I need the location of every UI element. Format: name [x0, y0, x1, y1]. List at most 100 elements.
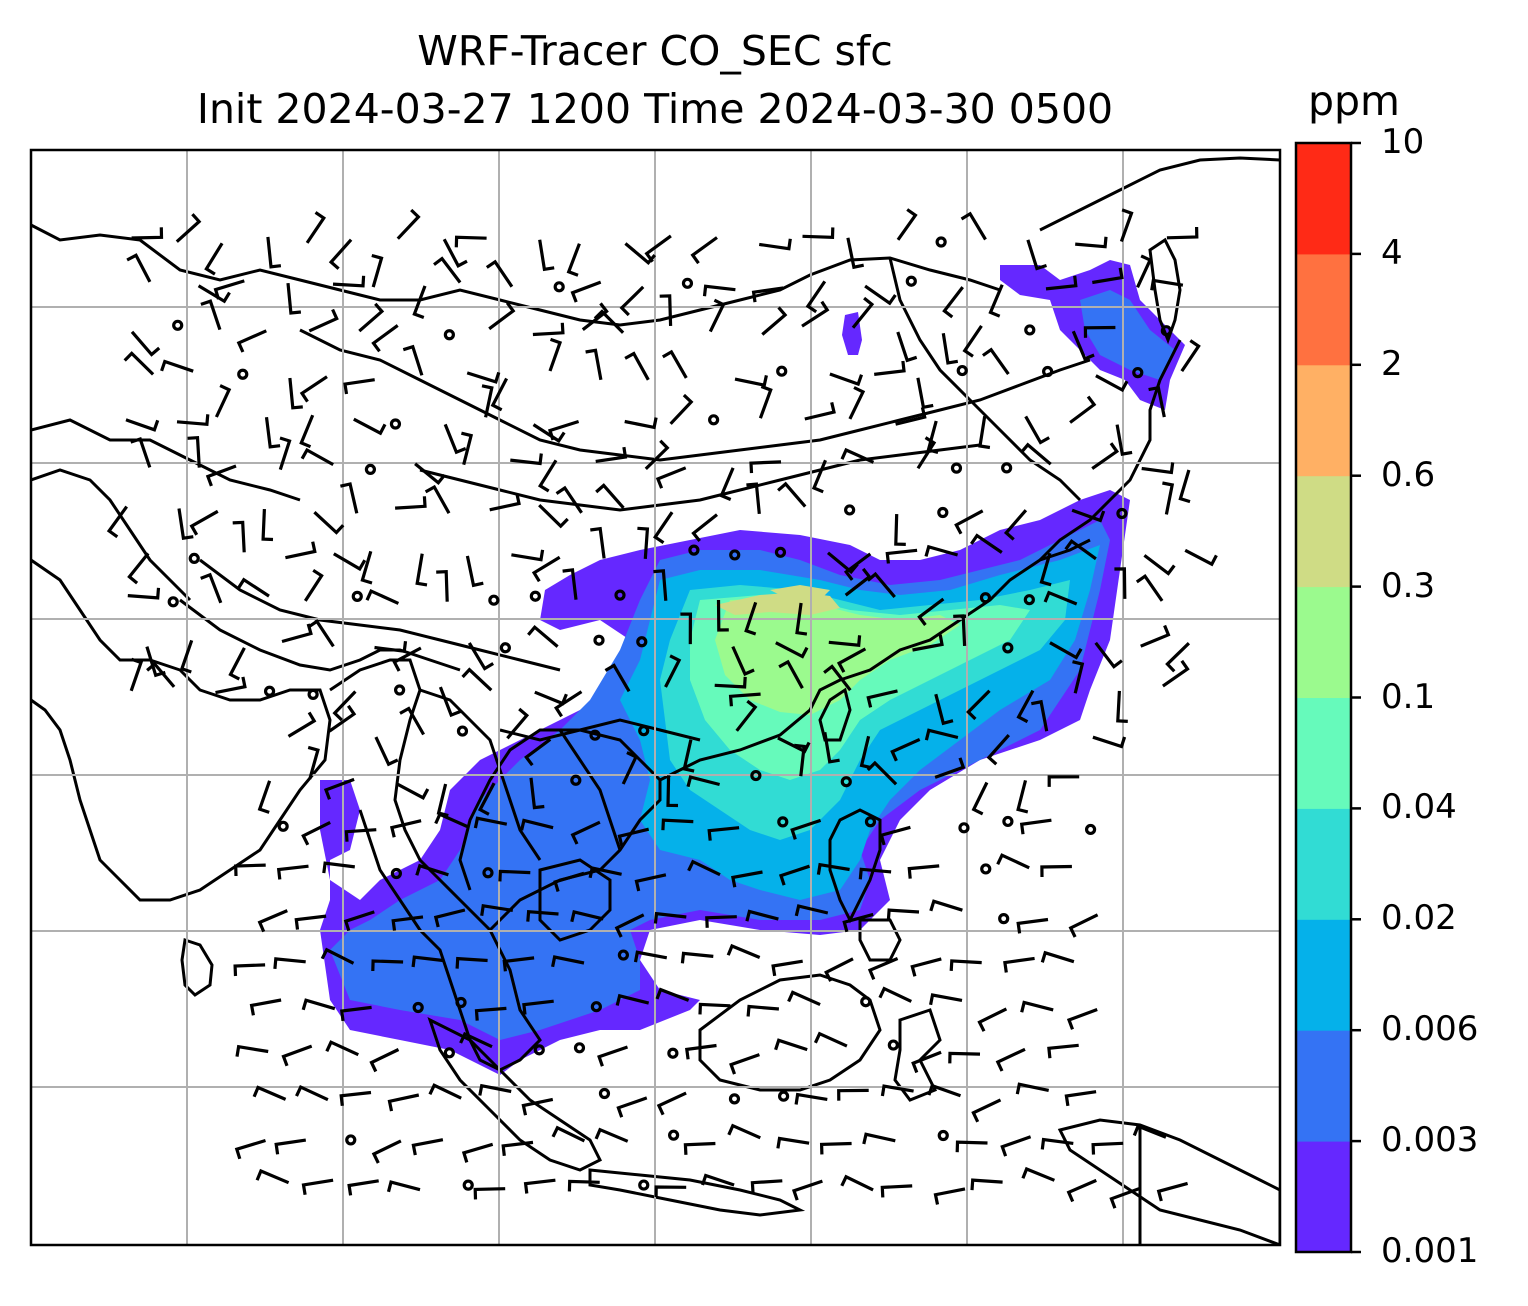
border-kazakhstan: [31, 418, 301, 502]
wind-barb: [708, 298, 726, 333]
wind-barb: [414, 462, 446, 486]
calm-wind-circle: [864, 816, 877, 828]
wind-barb: [791, 1179, 823, 1201]
colorbar-tick-label: 2: [1381, 343, 1403, 384]
wind-barb: [624, 417, 658, 430]
wind-barb: [656, 1091, 687, 1116]
wind-barb: [726, 943, 761, 959]
coastline-taiwan: [818, 687, 852, 742]
wind-barb: [281, 623, 313, 644]
calm-wind-circle: [998, 913, 1010, 925]
wind-barb: [771, 959, 803, 977]
wind-barb: [1020, 442, 1052, 466]
calm-wind-circle: [553, 281, 565, 293]
wind-barb: [1015, 1082, 1050, 1095]
wind-barb: [526, 909, 559, 922]
wind-barb: [986, 734, 1010, 766]
colorbar-segment: [1296, 475, 1351, 588]
wind-barb: [729, 1053, 760, 1075]
calm-wind-circle: [533, 1044, 545, 1056]
calm-wind-circle: [777, 1090, 790, 1102]
wind-barb: [1091, 442, 1120, 470]
wind-barb: [595, 446, 628, 463]
wind-barb: [438, 686, 462, 718]
wind-barb: [1072, 660, 1085, 694]
calm-wind-circle: [237, 368, 249, 380]
wind-barb: [126, 253, 152, 283]
wind-barb: [655, 466, 687, 489]
wind-barb: [566, 243, 581, 277]
wind-barb: [581, 302, 609, 331]
wind-barb: [890, 737, 921, 762]
wind-barb: [529, 777, 545, 810]
wind-barb: [570, 280, 602, 303]
wind-barb: [478, 1083, 512, 1096]
wind-barb: [332, 275, 366, 288]
calm-wind-circle: [950, 462, 963, 474]
wind-barb: [761, 306, 788, 336]
wind-barb: [538, 239, 555, 272]
wind-barb: [205, 464, 237, 487]
wind-barb: [301, 820, 331, 846]
wind-barb: [682, 739, 695, 773]
wind-barb: [285, 541, 317, 560]
wind-barb: [1178, 469, 1191, 504]
wind-barb: [461, 1142, 494, 1163]
wind-barb: [1092, 735, 1127, 749]
wind-barb: [320, 947, 355, 965]
wind-barb: [790, 818, 822, 840]
wind-barb: [1024, 415, 1050, 445]
wind-barb: [934, 693, 954, 726]
wind-barb: [465, 555, 484, 588]
wind-barb: [473, 816, 508, 829]
wind-barb: [343, 378, 375, 395]
wind-barb: [548, 337, 563, 372]
wind-barb: [840, 447, 875, 464]
border-manchuria: [888, 257, 1082, 502]
wind-barb: [387, 1093, 420, 1112]
coastline-java: [588, 1168, 806, 1217]
wind-barb: [360, 550, 373, 585]
coastline-mindanao: [858, 918, 902, 962]
wind-barb: [880, 1084, 914, 1097]
wind-barb: [955, 1140, 988, 1153]
wind-barb: [924, 728, 959, 741]
calm-wind-circle: [570, 774, 582, 786]
wind-barb: [858, 867, 892, 880]
wind-barb: [734, 375, 768, 387]
wind-barb: [836, 647, 867, 673]
wind-barb: [531, 555, 561, 583]
wind-barb: [323, 777, 355, 800]
wind-barb: [653, 911, 687, 924]
wind-barb: [257, 909, 288, 933]
wind-barb: [473, 1187, 506, 1200]
wind-barb: [1045, 275, 1078, 291]
wind-barb: [823, 664, 852, 692]
wind-barbs: [106, 208, 1218, 1209]
wind-barb: [828, 635, 862, 647]
wind-barb: [524, 738, 552, 767]
wind-barb: [716, 599, 729, 632]
calm-wind-circle: [937, 506, 949, 519]
wind-barb: [236, 329, 267, 353]
calm-wind-circle: [728, 1093, 741, 1105]
wind-barb: [624, 351, 650, 381]
wind-barb: [273, 957, 306, 970]
wind-barb: [644, 234, 672, 263]
calm-wind-circle: [529, 590, 541, 602]
coastline-new-guinea: [1057, 1118, 1280, 1245]
calm-wind-circle: [188, 552, 200, 565]
wind-barb: [966, 689, 991, 721]
wind-barb: [200, 299, 222, 331]
wind-barb: [1091, 1141, 1124, 1155]
colorbar-segment: [1296, 586, 1351, 698]
wind-barb: [686, 775, 720, 788]
wind-barb: [859, 735, 872, 770]
border-tibet: [199, 558, 561, 672]
wind-barb: [197, 284, 231, 304]
wind-barb: [474, 1006, 507, 1021]
wind-barb: [127, 552, 150, 585]
wind-barb: [299, 414, 315, 449]
wind-barb: [480, 903, 514, 916]
wind-barb: [386, 1180, 421, 1193]
